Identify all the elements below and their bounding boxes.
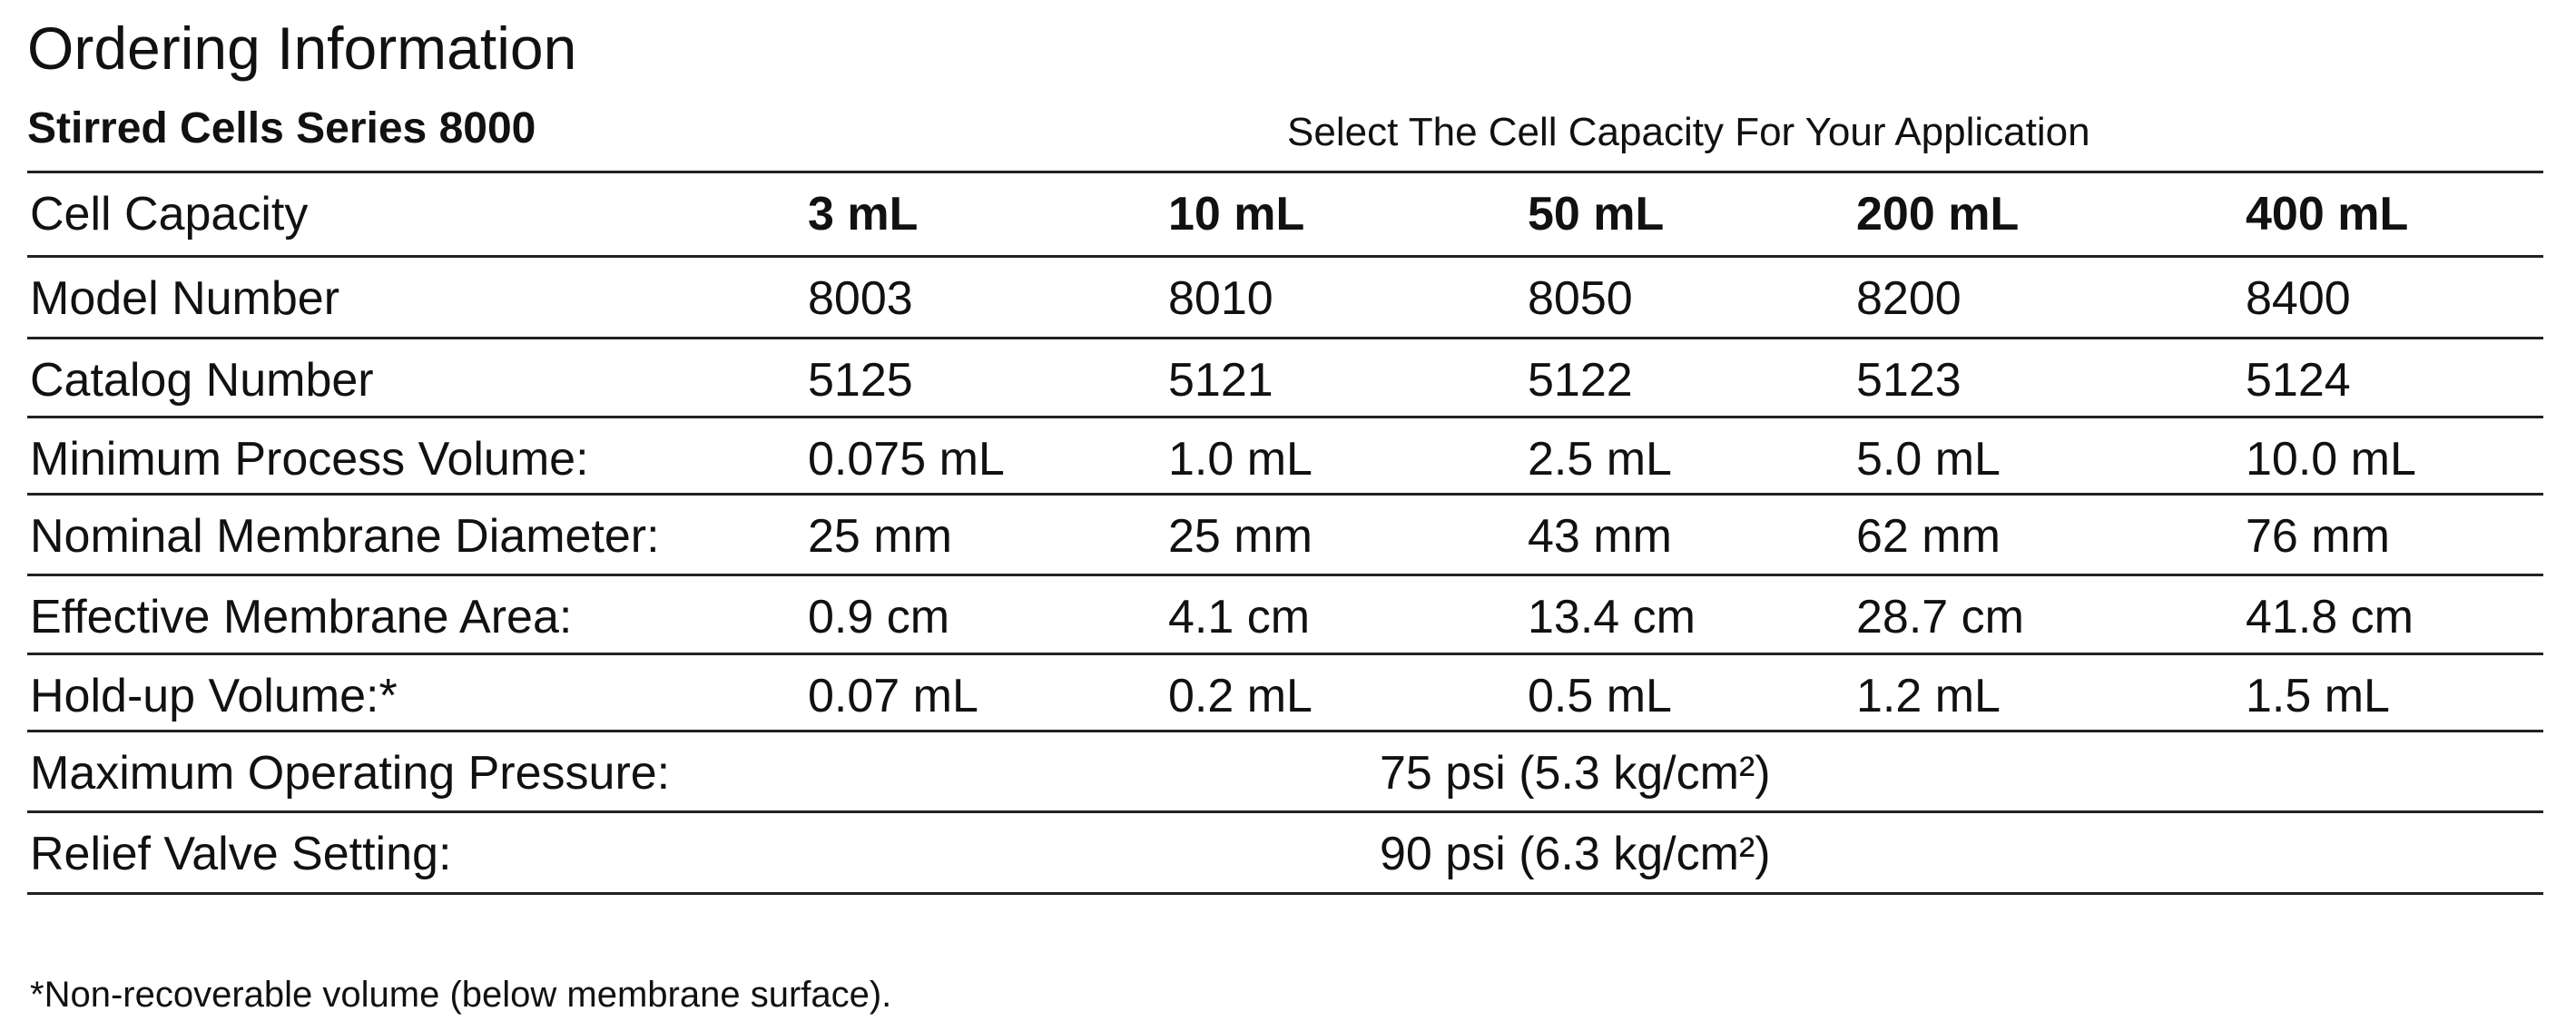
row-rule	[27, 810, 2543, 813]
cell-value: 5.0 mL	[1856, 433, 2001, 486]
cell-value: 4.1 cm	[1168, 591, 1311, 643]
cell-value: 5125	[808, 354, 913, 407]
cell-value: 25 mm	[1168, 510, 1313, 563]
column-header: 200 mL	[1856, 188, 2020, 241]
column-header: Cell Capacity	[30, 188, 309, 241]
cell-value: 0.07 mL	[808, 670, 978, 722]
row-label: Hold-up Volume:*	[30, 670, 398, 722]
footnote: *Non-recoverable volume (below membrane …	[30, 975, 892, 1015]
cell-value: 8200	[1856, 272, 1961, 325]
cell-value: 1.2 mL	[1856, 670, 2001, 722]
cell-value: 28.7 cm	[1856, 591, 2024, 643]
cell-value: 41.8 cm	[2246, 591, 2414, 643]
row-rule	[27, 493, 2543, 496]
row-rule	[27, 892, 2543, 895]
row-rule	[27, 416, 2543, 418]
cell-value: 8400	[2246, 272, 2351, 325]
cell-value: 8010	[1168, 272, 1273, 325]
cell-value: 0.2 mL	[1168, 670, 1313, 722]
cell-value: 5121	[1168, 354, 1273, 407]
merged-value: 90 psi (6.3 kg/cm²)	[1380, 828, 1771, 880]
row-label: Maximum Operating Pressure:	[30, 747, 671, 800]
row-rule	[27, 337, 2543, 339]
cell-value: 1.0 mL	[1168, 433, 1313, 486]
column-header: 50 mL	[1528, 188, 1665, 241]
row-rule	[27, 171, 2543, 173]
row-label: Model Number	[30, 272, 340, 325]
row-label: Catalog Number	[30, 354, 374, 407]
merged-value: 75 psi (5.3 kg/cm²)	[1380, 747, 1771, 800]
caption: Select The Cell Capacity For Your Applic…	[1287, 110, 2090, 154]
row-label: Nominal Membrane Diameter:	[30, 510, 660, 563]
title: Ordering Information	[27, 15, 577, 82]
cell-value: 5122	[1528, 354, 1633, 407]
subtitle: Stirred Cells Series 8000	[27, 104, 536, 152]
row-rule	[27, 730, 2543, 732]
row-label: Minimum Process Volume:	[30, 433, 589, 486]
cell-value: 2.5 mL	[1528, 433, 1672, 486]
cell-value: 10.0 mL	[2246, 433, 2416, 486]
cell-value: 0.5 mL	[1528, 670, 1672, 722]
cell-value: 0.075 mL	[808, 433, 1005, 486]
row-rule	[27, 255, 2543, 258]
column-header: 400 mL	[2246, 188, 2409, 241]
cell-value: 43 mm	[1528, 510, 1672, 563]
cell-value: 8050	[1528, 272, 1633, 325]
cell-value: 76 mm	[2246, 510, 2390, 563]
column-header: 3 mL	[808, 188, 919, 241]
cell-value: 13.4 cm	[1528, 591, 1696, 643]
row-rule	[27, 653, 2543, 655]
cell-value: 5123	[1856, 354, 1961, 407]
column-header: 10 mL	[1168, 188, 1305, 241]
cell-value: 0.9 cm	[808, 591, 950, 643]
cell-value: 25 mm	[808, 510, 952, 563]
cell-value: 1.5 mL	[2246, 670, 2390, 722]
row-label: Effective Membrane Area:	[30, 591, 573, 643]
row-label: Relief Valve Setting:	[30, 828, 452, 880]
row-rule	[27, 574, 2543, 576]
cell-value: 8003	[808, 272, 913, 325]
cell-value: 5124	[2246, 354, 2351, 407]
cell-value: 62 mm	[1856, 510, 2001, 563]
